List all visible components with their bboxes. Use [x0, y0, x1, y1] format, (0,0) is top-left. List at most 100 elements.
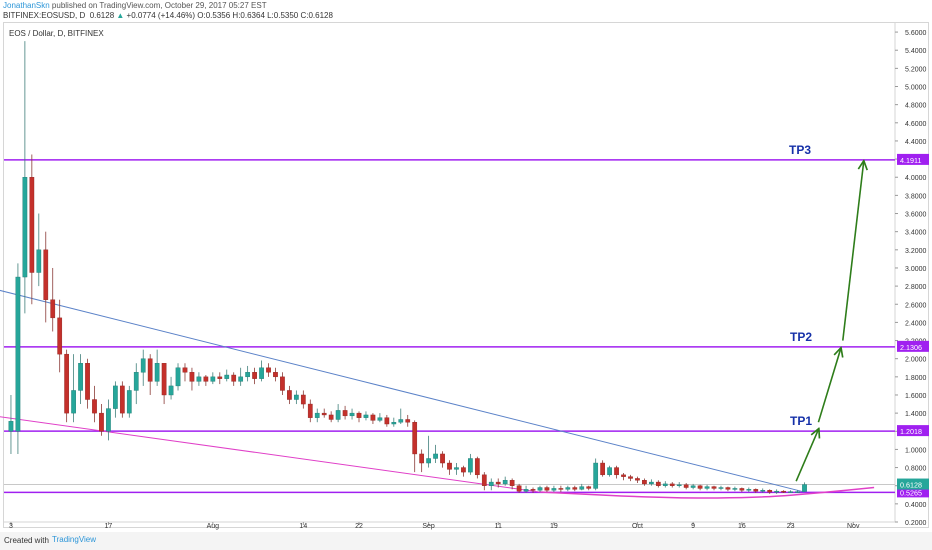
- y-tick-label: 5.0000: [905, 85, 927, 92]
- candle-body: [788, 491, 793, 493]
- x-tick-label: 22: [355, 523, 363, 530]
- candle-body: [412, 422, 418, 455]
- candle-body: [64, 353, 70, 414]
- candle-body: [210, 376, 216, 382]
- y-tick-label: 4.4000: [905, 139, 927, 146]
- candle-body: [321, 412, 327, 416]
- candle-body: [662, 483, 668, 486]
- candle-body: [85, 363, 90, 400]
- y-tick-label: 1.6000: [905, 393, 927, 400]
- y-tick-label: 0.8000: [905, 466, 927, 473]
- candle-body: [669, 483, 675, 486]
- y-tick-label: 3.0000: [905, 266, 927, 273]
- trendline-upper: [0, 289, 805, 493]
- level-price-tag: 1.2018: [900, 427, 922, 436]
- footer: Created with TradingView: [0, 532, 932, 550]
- symbol-info: BITFINEX:EOSUSD, D 0.6128 ▲ +0.0774 (+14…: [3, 11, 333, 20]
- x-tick-label: 17: [105, 523, 113, 530]
- candle-body: [419, 453, 425, 464]
- candle-body: [426, 458, 431, 464]
- candle-body: [781, 490, 786, 493]
- level-price-tag: 2.1306: [900, 343, 922, 352]
- candle-body: [273, 372, 278, 378]
- y-tick-label: 5.6000: [905, 30, 927, 37]
- candle-body: [119, 385, 125, 414]
- candle-body: [725, 487, 731, 490]
- candle-body: [454, 467, 459, 470]
- level-price-tag-bg: [897, 486, 929, 498]
- candle-body: [468, 458, 473, 473]
- candle-body: [154, 363, 160, 382]
- y-tick-label: 4.0000: [905, 175, 927, 182]
- x-tick-label: 23: [787, 523, 795, 530]
- candle-body: [565, 487, 571, 490]
- candle-body: [238, 376, 244, 382]
- candle-body: [690, 485, 696, 488]
- candle-body: [161, 363, 167, 396]
- candle-body: [328, 414, 334, 420]
- candle-body: [43, 249, 49, 300]
- level-price-tag-bg: [897, 153, 929, 165]
- y-tick-label: 5.2000: [905, 66, 927, 73]
- candle-body: [537, 487, 543, 491]
- candle-body: [29, 177, 35, 273]
- x-tick-label: 16: [738, 523, 746, 530]
- candle-body: [252, 372, 257, 379]
- candle-body: [133, 372, 139, 391]
- x-tick-label: Aug: [207, 523, 220, 530]
- x-tick-label: 14: [299, 523, 307, 530]
- y-tick-label: 2.8000: [905, 284, 927, 291]
- candle-body: [92, 399, 97, 414]
- candle-body: [461, 467, 466, 473]
- x-tick-label: 3: [9, 523, 13, 530]
- candle-body: [314, 412, 320, 418]
- x-tick-label: 9: [691, 523, 695, 530]
- candle-body: [384, 417, 390, 425]
- y-tick-label: 2.0000: [905, 357, 927, 364]
- candle-body: [642, 480, 647, 485]
- x-tick-label: Oct: [632, 523, 643, 530]
- author-link[interactable]: JonathanSkn: [3, 1, 50, 10]
- last-price-text: 0.6128: [89, 11, 115, 20]
- candle-body: [398, 419, 404, 423]
- candle-body: [649, 481, 654, 485]
- change-text: +0.0774 (+14.46%): [126, 11, 196, 20]
- x-tick-label: 19: [550, 523, 558, 530]
- created-with-text: Created with: [4, 536, 49, 545]
- y-tick-label: 2.4000: [905, 320, 927, 327]
- candle-body: [175, 367, 181, 387]
- candle-body: [140, 358, 146, 373]
- candle-body: [704, 486, 710, 489]
- candle-body: [440, 453, 445, 464]
- level-price-tag: 0.5265: [900, 488, 922, 497]
- candle-body: [287, 390, 292, 400]
- candle-body: [767, 490, 773, 493]
- candle-body: [126, 390, 132, 414]
- candle-body: [760, 490, 766, 492]
- tradingview-logo[interactable]: TradingView: [52, 535, 97, 544]
- y-tick-label: 3.4000: [905, 230, 927, 237]
- candle-body: [614, 467, 619, 476]
- candle-body: [523, 489, 529, 492]
- candle-body: [15, 276, 21, 432]
- candle-body: [370, 414, 376, 421]
- candle-body: [621, 474, 626, 477]
- y-tick-label: 3.6000: [905, 212, 927, 219]
- y-tick-label: 0.2000: [905, 520, 927, 527]
- candle-body: [280, 376, 285, 391]
- candle-body: [356, 412, 362, 418]
- candle-body: [71, 390, 76, 414]
- candle-body: [147, 358, 153, 382]
- ohlc-text: O:0.5356 H:0.6364 L:0.5350 C:0.6128: [197, 11, 333, 20]
- candle-body: [231, 374, 237, 382]
- symbol-text: BITFINEX:EOSUSD, D: [3, 11, 86, 20]
- price-chart[interactable]: 0.20000.40000.60000.80001.00001.20001.40…: [0, 0, 932, 532]
- y-tick-label: 1.8000: [905, 375, 927, 382]
- tp-label: TP3: [789, 143, 811, 157]
- candle-body: [50, 299, 56, 319]
- candle-body: [579, 486, 585, 490]
- candle-body: [635, 478, 640, 481]
- candle-body: [335, 410, 341, 420]
- candle-body: [516, 485, 522, 492]
- candle-body: [259, 367, 264, 379]
